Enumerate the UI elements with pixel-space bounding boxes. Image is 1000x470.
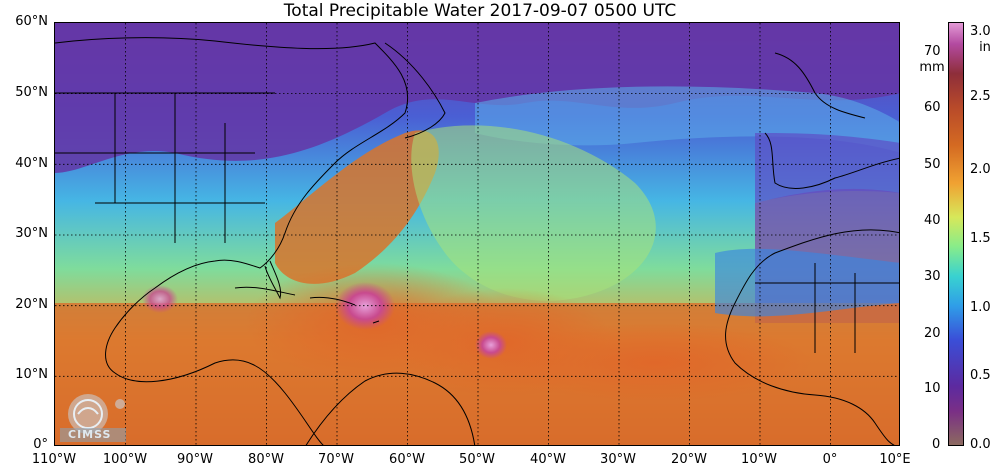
in-tick-0-5: 0.5 <box>970 368 991 383</box>
lon-label-80w: 80°W <box>248 452 284 467</box>
lon-label-100w: 100°W <box>102 452 148 467</box>
mm-tick-10: 10 <box>924 381 941 396</box>
mm-tick-50: 50 <box>924 157 941 172</box>
colorbar-in-unit: in <box>979 40 991 55</box>
lon-label-110w: 110°W <box>31 452 77 467</box>
lat-label-10n: 10°N <box>15 367 48 382</box>
lon-label-0: 0° <box>822 452 838 467</box>
cimss-logo-text: CIMSS <box>68 428 112 441</box>
in-tick-2-5: 2.5 <box>970 89 991 104</box>
in-tick-1-5: 1.5 <box>970 231 991 246</box>
tpw-field <box>55 23 899 445</box>
colorbar <box>948 22 964 446</box>
mm-tick-70: 70 <box>924 44 941 59</box>
mm-tick-30: 30 <box>924 269 941 284</box>
in-tick-0-0: 0.0 <box>970 437 991 452</box>
lon-label-90w: 90°W <box>177 452 213 467</box>
lon-label-10e: 10°E <box>879 452 911 467</box>
cimss-logo <box>60 394 126 442</box>
lon-label-70w: 70°W <box>318 452 354 467</box>
lon-label-40w: 40°W <box>530 452 566 467</box>
mm-tick-0: 0 <box>932 437 941 452</box>
colorbar-mm-unit: mm <box>919 60 945 75</box>
lon-label-60w: 60°W <box>389 452 425 467</box>
lat-label-50n: 50°N <box>15 85 48 100</box>
in-tick-1-0: 1.0 <box>970 300 991 315</box>
map-title: Total Precipitable Water 2017-09-07 0500… <box>283 1 677 21</box>
lon-label-20w: 20°W <box>671 452 707 467</box>
lat-label-20n: 20°N <box>15 297 48 312</box>
lon-label-50w: 50°W <box>459 452 495 467</box>
tpw-map <box>54 22 900 446</box>
in-tick-2-0: 2.0 <box>970 162 991 177</box>
mm-tick-60: 60 <box>924 100 941 115</box>
lon-label-10w: 10°W <box>741 452 777 467</box>
lat-label-60n: 60°N <box>15 14 48 29</box>
lat-label-30n: 30°N <box>15 226 48 241</box>
mm-tick-20: 20 <box>924 326 941 341</box>
lat-label-eq: 0° <box>33 437 48 452</box>
mm-tick-40: 40 <box>924 213 941 228</box>
lat-label-40n: 40°N <box>15 156 48 171</box>
in-tick-3-0: 3.0 <box>970 24 991 39</box>
lon-label-30w: 30°W <box>600 452 636 467</box>
